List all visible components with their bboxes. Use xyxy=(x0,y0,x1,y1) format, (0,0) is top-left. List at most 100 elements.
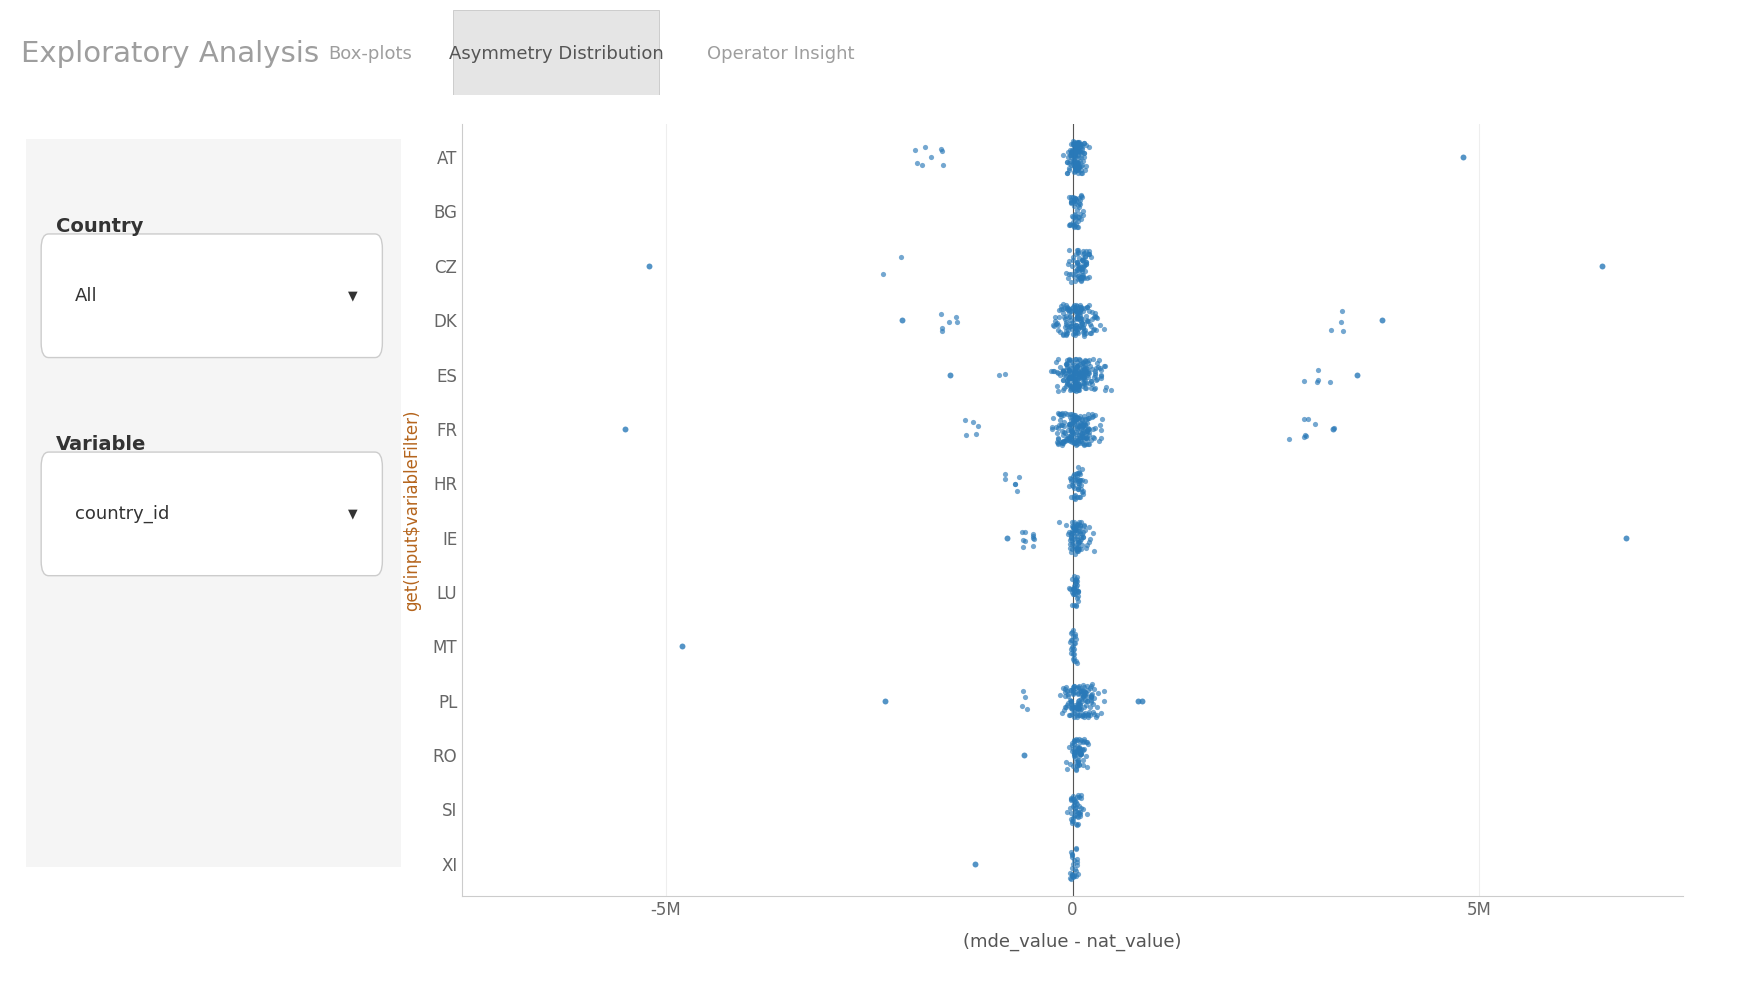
Point xyxy=(1052,308,1080,324)
Point xyxy=(1060,151,1088,167)
Point xyxy=(1062,376,1090,392)
Point xyxy=(1060,580,1088,596)
Point xyxy=(1069,139,1097,155)
Point xyxy=(1587,258,1615,274)
Point xyxy=(992,466,1020,482)
Point xyxy=(1064,590,1092,606)
Point xyxy=(1071,687,1099,703)
Point xyxy=(1052,754,1080,770)
Point xyxy=(1066,697,1093,713)
Point xyxy=(1067,367,1095,382)
Point xyxy=(1073,136,1100,152)
Point xyxy=(1060,861,1088,876)
Point xyxy=(1067,801,1095,817)
Point xyxy=(1074,370,1102,385)
FancyBboxPatch shape xyxy=(453,10,659,95)
Point xyxy=(1073,424,1100,440)
Point xyxy=(1092,378,1120,394)
Point xyxy=(1055,217,1083,233)
Point xyxy=(1066,683,1093,699)
Point xyxy=(1053,302,1081,318)
Point xyxy=(1064,540,1092,556)
Point xyxy=(1060,809,1088,825)
Point xyxy=(1055,377,1083,393)
Point xyxy=(1067,273,1095,289)
Point xyxy=(1069,356,1097,372)
Point xyxy=(1064,421,1092,437)
Point xyxy=(1066,525,1093,541)
Point xyxy=(1060,704,1088,720)
Point xyxy=(1053,164,1081,180)
Point xyxy=(1053,804,1081,820)
Point xyxy=(1062,190,1090,206)
Point xyxy=(1066,157,1093,173)
Point xyxy=(1069,708,1097,724)
Point xyxy=(1048,435,1076,451)
Point xyxy=(1081,709,1109,725)
Point xyxy=(1060,328,1088,344)
Point xyxy=(1059,536,1087,552)
Point xyxy=(1060,740,1088,756)
Point xyxy=(1064,753,1092,769)
Point xyxy=(1071,264,1099,280)
Point xyxy=(1066,489,1093,505)
Point xyxy=(1050,680,1078,696)
Point xyxy=(1090,322,1118,338)
Point xyxy=(1045,405,1073,421)
Point xyxy=(1059,523,1087,539)
Point xyxy=(1057,694,1085,710)
Point xyxy=(1073,537,1100,553)
Point xyxy=(1064,481,1092,497)
Point xyxy=(1073,436,1100,452)
Point xyxy=(1069,372,1097,387)
Point xyxy=(1067,272,1095,288)
Point xyxy=(1062,761,1090,777)
Point xyxy=(1043,354,1071,370)
Point xyxy=(1050,364,1078,379)
Point xyxy=(1069,758,1097,774)
Point xyxy=(1062,575,1090,591)
Point xyxy=(1078,249,1106,265)
Point xyxy=(1008,698,1036,714)
Point xyxy=(1074,243,1102,259)
Point xyxy=(1062,743,1090,759)
FancyBboxPatch shape xyxy=(42,452,382,576)
Point xyxy=(1071,731,1099,747)
Point xyxy=(1059,681,1087,697)
Point xyxy=(1071,373,1099,388)
Point xyxy=(1081,373,1109,388)
Point xyxy=(1083,360,1111,375)
Point xyxy=(1062,576,1090,592)
Point xyxy=(1050,301,1078,317)
Point xyxy=(1064,354,1092,370)
Point xyxy=(1074,375,1102,391)
Point xyxy=(1317,374,1345,389)
Point xyxy=(1064,360,1092,375)
Point xyxy=(1064,380,1092,396)
Point xyxy=(1041,363,1069,378)
Point xyxy=(1059,380,1087,396)
Point xyxy=(1060,209,1088,225)
Point xyxy=(1073,759,1100,775)
Point xyxy=(1060,373,1088,388)
Point xyxy=(1059,315,1087,331)
Point xyxy=(1067,526,1095,542)
Point xyxy=(1066,756,1093,772)
Point xyxy=(1048,417,1076,433)
Point xyxy=(1057,701,1085,717)
Point xyxy=(1067,300,1095,316)
Point xyxy=(1060,521,1088,537)
Point xyxy=(1062,599,1090,615)
Point xyxy=(1062,541,1090,557)
Point xyxy=(1071,248,1099,264)
Point xyxy=(1064,141,1092,157)
Point xyxy=(1066,789,1093,805)
Point xyxy=(1067,299,1095,315)
Point xyxy=(1062,841,1090,857)
Point xyxy=(1050,379,1078,395)
Point xyxy=(1067,686,1095,702)
Point xyxy=(1064,523,1092,539)
Point xyxy=(1057,699,1085,715)
Point xyxy=(1062,433,1090,449)
Point xyxy=(1080,381,1107,397)
